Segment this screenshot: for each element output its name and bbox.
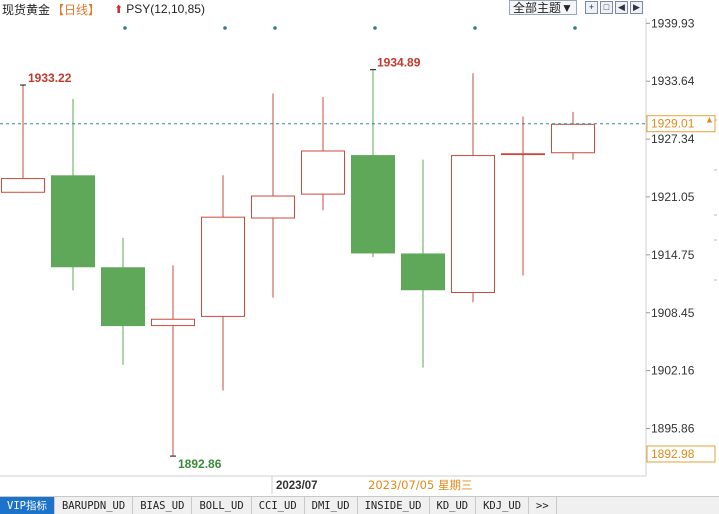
candle-body-up [1,178,45,193]
candle-body-down [401,253,445,291]
candles [1,69,595,457]
tab-barupdn[interactable]: BARUPDN_UD [55,497,134,514]
annotations: 1929.01 ▲ 1892.98 1933.22 1934.89 1892.86 2023… [0,26,716,492]
candlestick-chart[interactable]: 1939.93 1933.64 1927.34 1921.05 1914.75 1908.… [0,0,719,496]
cross-icon[interactable]: + [585,1,598,14]
candle-body-down [101,267,145,327]
y-tick-label: 1921.05 [651,190,695,204]
indicator-label[interactable]: ⬆ PSY(12,10,85) [114,2,205,16]
event-dot [273,26,277,30]
tab-inside[interactable]: INSIDE_UD [358,497,430,514]
theme-dropdown-button[interactable]: 全部主题▼ [509,0,577,15]
price-axis: 1939.93 1933.64 1927.34 1921.05 1914.75 1908.… [646,16,717,436]
y-tick-label: 1939.93 [651,16,695,30]
event-dot [573,26,577,30]
candle-body-up [201,216,245,317]
y-tick-label: 1927.34 [651,132,695,146]
period-label[interactable]: 【日线】 [52,2,101,17]
bottom-price-label: 1892.98 [651,447,695,461]
event-dot [223,26,227,30]
tab-cci[interactable]: CCI_UD [252,497,305,514]
event-dot [373,26,377,30]
candle-body-down [351,155,395,254]
instrument-title: 现货黄金 [2,2,51,17]
high-price-label: 1934.89 [377,56,421,70]
event-dot [473,26,477,30]
chart-header: 现货黄金 【日线】 ⬆ PSY(12,10,85) [0,0,205,18]
candle-body-up [451,155,495,293]
x-month-label: 2023/07 [276,480,318,492]
candle-body-up [151,318,195,327]
candle-body-up [551,123,595,154]
candle-body-up [301,150,345,195]
cursor-date-label: 2023/07/05 星期三 [368,478,472,492]
y-tick-label: 1895.86 [651,422,695,436]
tab-boll[interactable]: BOLL_UD [192,497,252,514]
tab-dmi[interactable]: DMI_UD [305,497,358,514]
low-price-label: 1892.86 [178,457,222,471]
candle-body-up [251,195,295,219]
candle-body-down [51,175,95,268]
zoom-fit-icon[interactable]: □ [600,1,613,14]
current-price-box [646,115,716,133]
current-price-label: 1929.01 [651,117,695,131]
chart-grid [0,18,647,494]
indicator-tab-bar: VIP指标 BARUPDN_UD BIAS_UD BOLL_UD CCI_UD … [0,496,719,514]
price-marker-icon: ▲ [705,115,714,125]
tab-kd[interactable]: KD_UD [430,497,477,514]
tab-more[interactable]: >> [529,497,557,514]
up-arrow-icon: ⬆ [114,3,124,16]
event-dot [123,26,127,30]
bottom-price-box [646,445,716,463]
high-price-label: 1933.22 [28,71,72,85]
y-tick-label: 1908.45 [651,306,695,320]
indicator-name: PSY(12,10,85) [126,2,205,16]
y-tick-label: 1902.16 [651,364,695,378]
tab-kdj[interactable]: KDJ_UD [476,497,530,514]
tab-vip[interactable]: VIP指标 [0,497,55,514]
step-back-icon[interactable]: ◀ [615,1,628,14]
step-forward-icon[interactable]: ▶ [630,1,643,14]
tab-bias[interactable]: BIAS_UD [133,497,193,514]
candle-body-up [501,153,545,156]
y-tick-label: 1914.75 [651,248,695,262]
y-tick-label: 1933.64 [651,74,695,88]
